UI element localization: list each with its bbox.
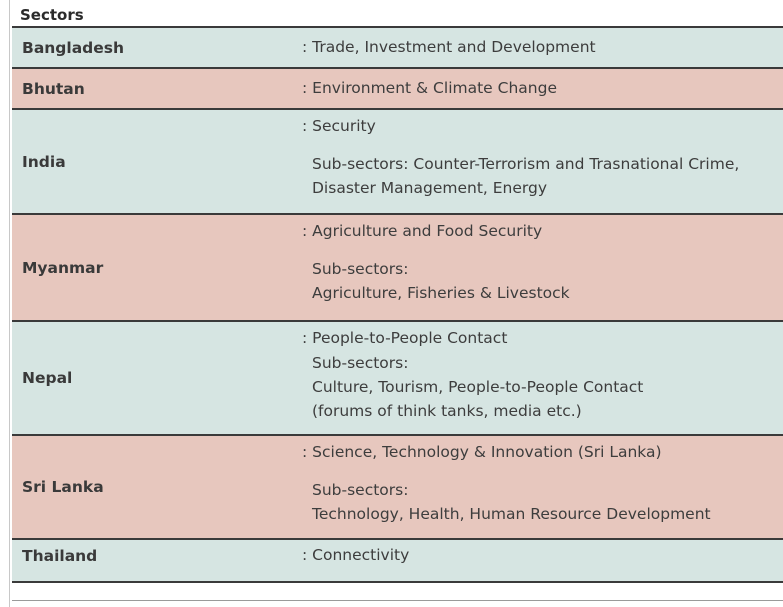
- country-cell: Myanmar: [12, 213, 299, 322]
- sub-sector-line: Technology, Health, Human Resource Devel…: [312, 505, 711, 523]
- sector-text: : Connectivity: [302, 546, 410, 564]
- sub-sector-line: Disaster Management, Energy: [312, 179, 548, 197]
- sector-cell: : People-to-People Contact Sub-sectors: …: [299, 320, 783, 436]
- sector-cell: : Trade, Investment and Development: [299, 26, 783, 69]
- table-heading: Sectors: [20, 6, 84, 24]
- table-row: Nepal : People-to-People Contact Sub-sec…: [12, 320, 783, 436]
- country-cell: Sri Lanka: [12, 434, 299, 540]
- table-row: India : Security Sub-sectors: Counter-Te…: [12, 108, 783, 215]
- bottom-border: [12, 600, 783, 601]
- sector-text: : People-to-People Contact: [302, 329, 508, 347]
- country-cell: Bangladesh: [12, 26, 299, 69]
- sub-sector-line: Sub-sectors:: [312, 354, 409, 372]
- table-row: Bangladesh : Trade, Investment and Devel…: [12, 26, 783, 69]
- sector-cell: : Environment & Climate Change: [299, 67, 783, 110]
- table-row: Myanmar : Agriculture and Food Security …: [12, 213, 783, 322]
- country-cell: Nepal: [12, 320, 299, 436]
- sector-cell: : Security Sub-sectors: Counter-Terroris…: [299, 108, 783, 215]
- sub-sector-line: Agriculture, Fisheries & Livestock: [312, 284, 570, 302]
- table-row: Thailand : Connectivity: [12, 538, 783, 583]
- sub-sector-line: Culture, Tourism, People-to-People Conta…: [312, 378, 644, 396]
- sub-sector-line: Sub-sectors: Counter-Terrorism and Trasn…: [312, 155, 740, 173]
- table-row: Bhutan : Environment & Climate Change: [12, 67, 783, 110]
- left-rule: [9, 0, 10, 607]
- sector-text: : Science, Technology & Innovation (Sri …: [302, 443, 662, 461]
- sector-text: : Trade, Investment and Development: [302, 37, 596, 56]
- sector-text: : Security: [302, 117, 376, 135]
- country-cell: Thailand: [12, 538, 299, 583]
- sector-cell: : Connectivity: [299, 538, 783, 583]
- sub-sector-line: (forums of think tanks, media etc.): [312, 402, 582, 420]
- sectors-table: Bangladesh : Trade, Investment and Devel…: [12, 26, 783, 583]
- sector-cell: : Agriculture and Food Security Sub-sect…: [299, 213, 783, 322]
- country-cell: India: [12, 108, 299, 215]
- sub-sector-line: Sub-sectors:: [312, 481, 409, 499]
- sector-text: : Environment & Climate Change: [302, 78, 557, 97]
- sub-sector-line: Sub-sectors:: [312, 260, 409, 278]
- sector-text: : Agriculture and Food Security: [302, 222, 543, 240]
- sector-cell: : Science, Technology & Innovation (Sri …: [299, 434, 783, 540]
- country-cell: Bhutan: [12, 67, 299, 110]
- table-row: Sri Lanka : Science, Technology & Innova…: [12, 434, 783, 540]
